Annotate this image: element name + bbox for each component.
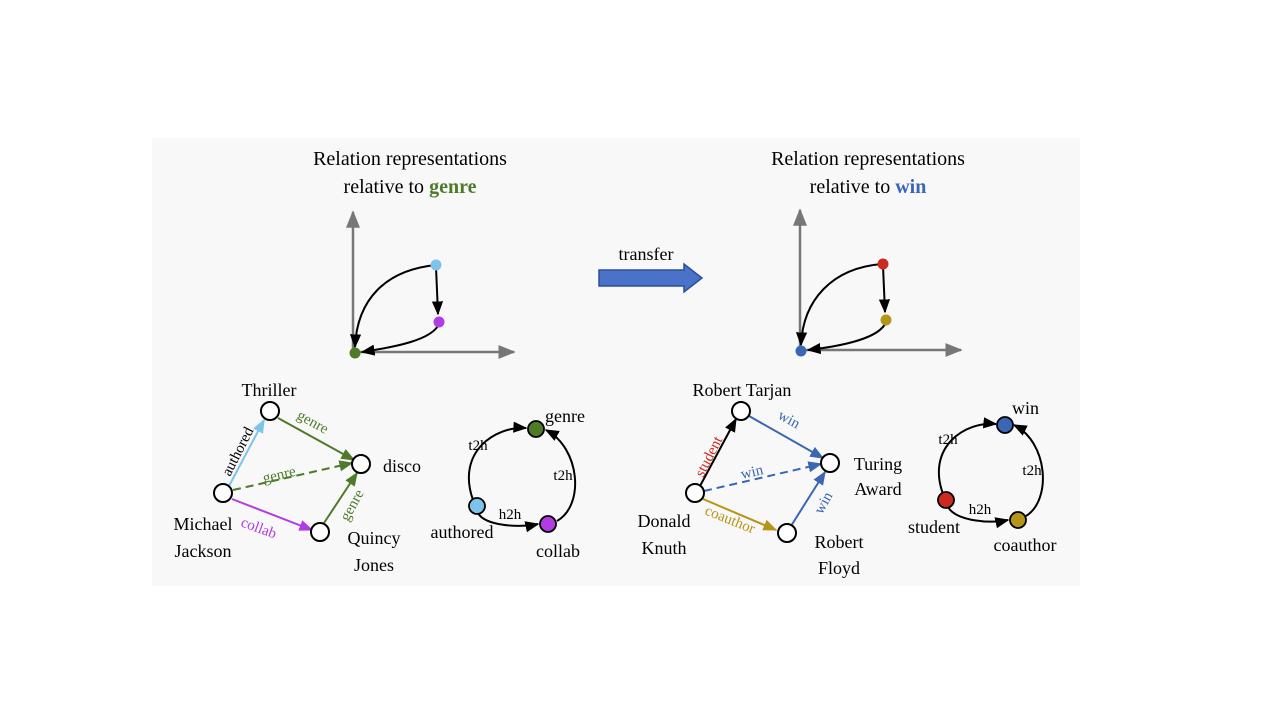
label-disco: disco	[383, 456, 421, 476]
label-thriller: Thriller	[242, 380, 297, 400]
label-robert-tarjan: Robert Tarjan	[693, 380, 792, 400]
right-title-prefix: relative to	[810, 176, 891, 198]
transfer-arrow	[598, 262, 704, 294]
rel-label-win: win	[1012, 398, 1039, 418]
right-title-keyword: win	[895, 176, 926, 198]
relnode-authored	[468, 497, 486, 515]
left-title-prefix: relative to	[344, 176, 425, 198]
label-turing: Turing	[854, 454, 902, 474]
edge-coauthor	[702, 498, 778, 531]
rel-label-t2h-right: t2h	[553, 468, 573, 484]
left-relation-graph: genre authored collab t2h t2h h2h	[431, 406, 585, 561]
right-emb-edge-coauthor-win	[806, 321, 887, 355]
node-michael-jackson	[213, 483, 233, 503]
label-jones: Jones	[354, 555, 394, 575]
rel-label-t2h-left: t2h	[468, 438, 488, 454]
label-robert: Robert	[815, 532, 864, 552]
reledge-authored-collab	[477, 512, 540, 533]
relnode-collab	[539, 515, 557, 533]
reledge-authored-genre	[467, 421, 528, 501]
left-embedding	[349, 259, 445, 359]
rel-label-genre: genre	[545, 406, 585, 426]
rel-label-coauthor: coauthor	[994, 535, 1057, 555]
right-emb-point-win	[795, 345, 807, 357]
edge-win-floyd-turing	[790, 470, 826, 527]
edge-win-dashed	[703, 461, 823, 492]
left-emb-edge-collab-genre	[360, 323, 440, 356]
reledge-student-win	[937, 417, 998, 495]
transfer-label: transfer	[619, 244, 674, 264]
reledge-collab-genre	[544, 429, 577, 522]
left-title-line1: Relation representations	[313, 148, 507, 170]
relnode-win	[996, 416, 1014, 434]
left-emb-point-genre	[349, 347, 361, 359]
edge-genre-thriller-disco	[277, 417, 356, 461]
right-title-line1: Relation representations	[771, 148, 965, 170]
edge-authored	[228, 418, 265, 487]
relnode-genre	[527, 420, 545, 438]
left-title-keyword: genre	[429, 176, 477, 198]
relnode-coauthor	[1009, 511, 1027, 529]
relnode-student	[937, 491, 955, 509]
node-turing-award	[820, 453, 840, 473]
rel-label-h2h: h2h	[499, 507, 522, 523]
reledge-student-coauthor	[947, 506, 1010, 529]
edge-student	[699, 417, 737, 487]
edge-collab	[231, 498, 314, 531]
left-axes	[346, 210, 516, 359]
node-disco	[351, 454, 371, 474]
label-award: Award	[854, 479, 901, 499]
left-title-line2: relative to genre	[344, 176, 477, 198]
right-emb-edge-student-coauthor	[878, 265, 891, 314]
right-embedding	[795, 258, 892, 357]
rel-label-authored: authored	[431, 522, 494, 542]
label-win-mid: win	[739, 462, 765, 483]
right-emb-point-coauthor	[880, 314, 892, 326]
label-genre-mid: genre	[261, 464, 297, 487]
rel-label-student: student	[908, 517, 960, 537]
edge-win-tarjan-turing	[748, 415, 825, 459]
node-donald-knuth	[685, 483, 705, 503]
left-emb-edge-authored-genre	[349, 264, 437, 349]
label-jackson: Jackson	[175, 541, 232, 561]
left-emb-point-collab	[433, 316, 445, 328]
label-knuth: Knuth	[642, 538, 687, 558]
rel-label-t2h-right: t2h	[1022, 463, 1042, 479]
reledge-coauthor-win	[1012, 424, 1044, 517]
edge-genre-quincy-disco	[323, 471, 358, 524]
right-emb-edge-student-win	[795, 263, 883, 347]
right-emb-point-student	[877, 258, 889, 270]
left-emb-point-authored	[430, 259, 442, 271]
right-axes	[793, 208, 963, 357]
rel-label-collab: collab	[536, 541, 580, 561]
node-robert-floyd	[777, 523, 797, 543]
edge-genre-dashed	[232, 460, 354, 491]
right-title-line2: relative to win	[810, 176, 927, 198]
left-emb-edge-authored-collab	[431, 266, 444, 316]
label-michael: Michael	[174, 514, 233, 534]
rel-label-t2h-left: t2h	[938, 432, 958, 448]
node-quincy-jones	[310, 522, 330, 542]
panel-background	[152, 138, 1080, 586]
label-floyd: Floyd	[818, 558, 860, 578]
rel-label-h2h: h2h	[969, 502, 992, 518]
label-quincy: Quincy	[348, 528, 401, 548]
label-donald: Donald	[638, 511, 691, 531]
node-robert-tarjan	[731, 401, 751, 421]
left-knowledge-graph: Thriller disco Michael Jackson Quincy Jo…	[174, 380, 421, 575]
node-thriller	[260, 401, 280, 421]
right-relation-graph: win student coauthor t2h t2h h2h	[908, 398, 1056, 555]
